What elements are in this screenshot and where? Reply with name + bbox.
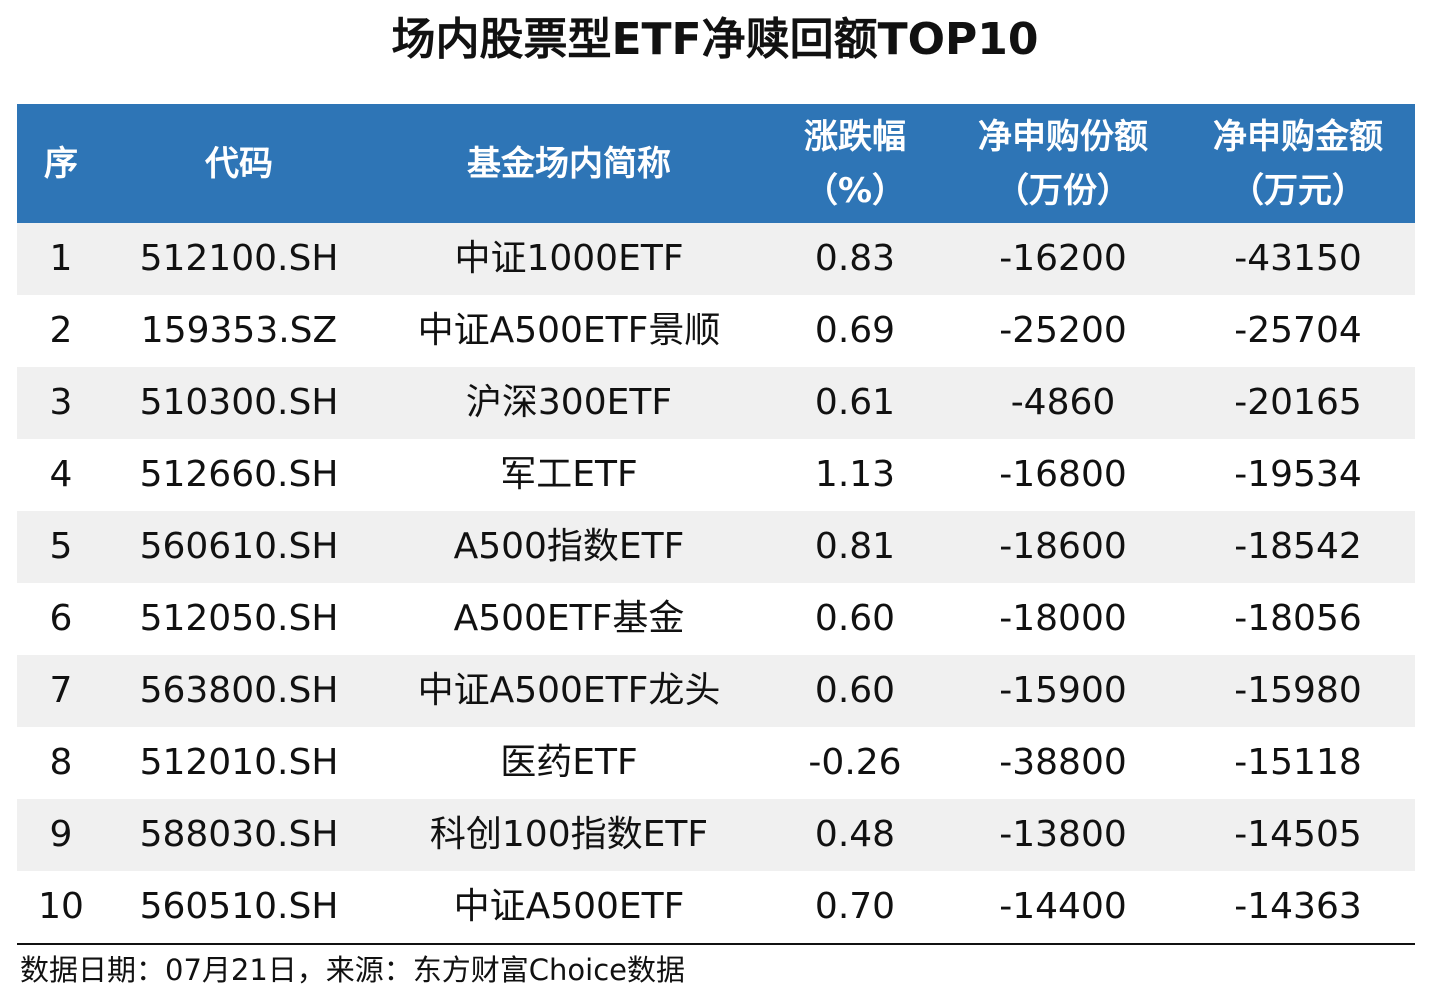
table-row: 8 512010.SH 医药ETF -0.26 -38800 -15118: [17, 727, 1415, 799]
cell-col-net-shares: -25200: [999, 310, 1127, 351]
cell-col-name: A500ETF基金: [453, 598, 685, 639]
cell-col-code: 588030.SH: [139, 814, 339, 855]
header-label: 涨跌幅: [804, 116, 906, 157]
cell-col-name: 中证1000ETF: [454, 238, 684, 279]
cell-col-net-amount: -43150: [1234, 238, 1362, 279]
cell-col-code: 512010.SH: [139, 742, 339, 783]
cell-col-name: A500指数ETF: [453, 526, 685, 567]
table-row: 9 588030.SH 科创100指数ETF 0.48 -13800 -14505: [17, 799, 1415, 871]
cell-col-index: 9: [49, 814, 73, 855]
cell-col-name: 中证A500ETF龙头: [417, 670, 721, 711]
cell-col-code: 510300.SH: [139, 382, 339, 423]
cell-col-index: 4: [49, 454, 73, 495]
table-row: 3 510300.SH 沪深300ETF 0.61 -4860 -20165: [17, 367, 1415, 439]
header-col-change: 涨跌幅 （%）: [765, 104, 945, 223]
header-label: 净申购金额: [1213, 116, 1383, 157]
cell-col-name: 医药ETF: [500, 742, 638, 783]
header-col-name: 基金场内简称: [373, 104, 765, 223]
cell-col-net-shares: -18600: [999, 526, 1127, 567]
header-label: （万元）: [1230, 170, 1366, 211]
cell-col-name: 沪深300ETF: [465, 382, 673, 423]
cell-col-net-shares: -14400: [999, 886, 1127, 927]
cell-col-index: 6: [49, 598, 73, 639]
cell-col-code: 512050.SH: [139, 598, 339, 639]
header-label: （万份）: [995, 170, 1131, 211]
cell-col-change: 1.13: [814, 454, 896, 495]
cell-col-name: 中证A500ETF景顺: [417, 310, 721, 351]
source-note: 数据日期：07月21日，来源：东方财富Choice数据: [20, 953, 686, 987]
cell-col-change: 0.48: [814, 814, 896, 855]
cell-col-index: 2: [49, 310, 73, 351]
cell-col-net-shares: -15900: [999, 670, 1127, 711]
header-label: 序: [44, 143, 78, 184]
cell-col-code: 560510.SH: [139, 886, 339, 927]
header-col-index: 序: [17, 104, 105, 223]
cell-col-net-shares: -16200: [999, 238, 1127, 279]
table-body: 1 512100.SH 中证1000ETF 0.83 -16200 -43150 2 1593…: [17, 223, 1415, 943]
cell-col-net-amount: -19534: [1234, 454, 1362, 495]
cell-col-net-shares: -18000: [999, 598, 1127, 639]
cell-col-net-shares: -16800: [999, 454, 1127, 495]
cell-col-index: 7: [49, 670, 73, 711]
table-row: 1 512100.SH 中证1000ETF 0.83 -16200 -43150: [17, 223, 1415, 295]
etf-table: 序 代码 基金场内简称 涨跌幅 （%） 净申购份额 （万份） 净申购金额 （万元） 1 51210…: [17, 104, 1415, 943]
cell-col-code: 560610.SH: [139, 526, 339, 567]
cell-col-code: 512660.SH: [139, 454, 339, 495]
cell-col-net-shares: -38800: [999, 742, 1127, 783]
header-col-net-amount: 净申购金额 （万元）: [1181, 104, 1415, 223]
table-row: 6 512050.SH A500ETF基金 0.60 -18000 -18056: [17, 583, 1415, 655]
cell-col-index: 3: [49, 382, 73, 423]
cell-col-change: -0.26: [808, 742, 902, 783]
cell-col-change: 0.60: [814, 598, 896, 639]
cell-col-net-shares: -13800: [999, 814, 1127, 855]
cell-col-name: 军工ETF: [500, 454, 638, 495]
cell-col-index: 10: [38, 886, 84, 927]
cell-col-net-amount: -15118: [1234, 742, 1362, 783]
table-row: 2 159353.SZ 中证A500ETF景顺 0.69 -25200 -25704: [17, 295, 1415, 367]
cell-col-net-amount: -18056: [1234, 598, 1362, 639]
header-label: 代码: [205, 143, 273, 184]
cell-col-code: 512100.SH: [139, 238, 339, 279]
cell-col-index: 1: [49, 238, 73, 279]
table-row: 7 563800.SH 中证A500ETF龙头 0.60 -15900 -15980: [17, 655, 1415, 727]
header-label: 净申购份额: [978, 116, 1148, 157]
table-row: 4 512660.SH 军工ETF 1.13 -16800 -19534: [17, 439, 1415, 511]
header-label: 基金场内简称: [467, 143, 671, 184]
cell-col-net-shares: -4860: [1010, 382, 1116, 423]
cell-col-code: 159353.SZ: [140, 310, 338, 351]
cell-col-change: 0.69: [814, 310, 896, 351]
cell-col-index: 5: [49, 526, 73, 567]
cell-col-index: 8: [49, 742, 73, 783]
header-label: （%）: [803, 170, 907, 211]
table-title: 场内股票型ETF净赎回额TOP10: [391, 14, 1039, 65]
cell-col-net-amount: -20165: [1234, 382, 1362, 423]
cell-col-name: 中证A500ETF: [453, 886, 685, 927]
cell-col-name: 科创100指数ETF: [429, 814, 709, 855]
table-row: 5 560610.SH A500指数ETF 0.81 -18600 -18542: [17, 511, 1415, 583]
cell-col-net-amount: -14363: [1234, 886, 1362, 927]
footer-rule: [17, 943, 1415, 945]
cell-col-net-amount: -18542: [1234, 526, 1362, 567]
cell-col-net-amount: -15980: [1234, 670, 1362, 711]
cell-col-code: 563800.SH: [139, 670, 339, 711]
header-col-code: 代码: [105, 104, 373, 223]
cell-col-change: 0.61: [814, 382, 896, 423]
cell-col-net-amount: -25704: [1234, 310, 1362, 351]
cell-col-change: 0.83: [814, 238, 896, 279]
table-row: 10 560510.SH 中证A500ETF 0.70 -14400 -14363: [17, 871, 1415, 943]
header-col-net-shares: 净申购份额 （万份）: [945, 104, 1181, 223]
cell-col-change: 0.81: [814, 526, 896, 567]
cell-col-net-amount: -14505: [1234, 814, 1362, 855]
table-header: 序 代码 基金场内简称 涨跌幅 （%） 净申购份额 （万份） 净申购金额 （万元）: [17, 104, 1415, 223]
cell-col-change: 0.70: [814, 886, 896, 927]
cell-col-change: 0.60: [814, 670, 896, 711]
